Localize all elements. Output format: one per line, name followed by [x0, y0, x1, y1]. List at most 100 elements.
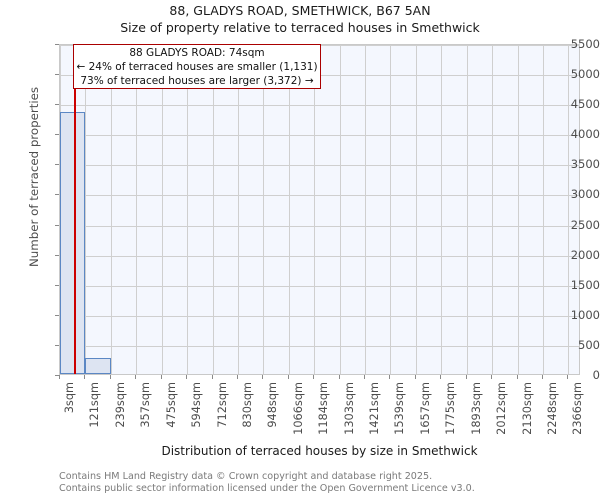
y-axis-tick-label: 2500	[570, 217, 600, 232]
x-axis-tick-mark	[440, 375, 441, 379]
footer-line-1: Contains HM Land Registry data © Crown c…	[59, 471, 433, 482]
y-axis-tick-mark	[55, 164, 59, 165]
x-axis-tick-mark	[542, 375, 543, 379]
x-axis-tick-mark	[212, 375, 213, 379]
x-axis-tick-mark	[237, 375, 238, 379]
annotation-line-3: 73% of terraced houses are larger (3,372…	[80, 75, 314, 87]
y-axis-tick-mark	[55, 194, 59, 195]
y-axis-tick-label: 2000	[570, 247, 600, 262]
gridline-horizontal	[60, 316, 579, 317]
y-axis-tick-label: 5000	[570, 67, 600, 82]
histogram-bar	[85, 357, 111, 374]
y-axis-tick-label: 5500	[570, 37, 600, 51]
x-axis-tick-label: 357sqm	[139, 382, 153, 428]
x-axis-tick-mark	[415, 375, 416, 379]
gridline-vertical	[263, 45, 264, 374]
y-axis-tick-mark	[55, 255, 59, 256]
x-axis-tick-mark	[288, 375, 289, 379]
y-axis-tick-label: 500	[578, 337, 600, 352]
gridline-vertical	[289, 45, 290, 374]
x-axis-tick-label: 830sqm	[240, 382, 254, 428]
footer-attribution: Contains HM Land Registry data © Crown c…	[59, 471, 599, 494]
x-axis-tick-mark	[135, 375, 136, 379]
x-axis-tick-label: 948sqm	[266, 382, 280, 428]
gridline-vertical	[238, 45, 239, 374]
gridline-horizontal	[60, 165, 579, 166]
x-axis-tick-mark	[84, 375, 85, 379]
gridline-horizontal	[60, 256, 579, 257]
gridline-horizontal	[60, 135, 579, 136]
annotation-line-2: ← 24% of terraced houses are smaller (1,…	[76, 61, 318, 73]
gridline-vertical	[518, 45, 519, 374]
x-axis-tick-label: 712sqm	[215, 382, 229, 428]
gridline-horizontal	[60, 286, 579, 287]
gridline-horizontal	[60, 346, 579, 347]
x-axis-tick-label: 2366sqm	[571, 382, 585, 435]
y-axis-tick-mark	[55, 315, 59, 316]
property-annotation-box: 88 GLADYS ROAD: 74sqm ← 24% of terraced …	[73, 44, 321, 89]
gridline-vertical	[441, 45, 442, 374]
x-axis-tick-label: 2012sqm	[495, 382, 509, 435]
y-axis-tick-label: 1500	[570, 277, 600, 292]
x-axis-tick-label: 1184sqm	[317, 382, 331, 435]
y-axis-title: Number of terraced properties	[27, 86, 41, 268]
gridline-vertical	[543, 45, 544, 374]
y-axis-tick-label: 3500	[570, 157, 600, 172]
gridline-vertical	[162, 45, 163, 374]
x-axis-tick-label: 1893sqm	[469, 382, 483, 435]
x-axis-tick-label: 2130sqm	[520, 382, 534, 435]
y-axis-tick-label: 4000	[570, 127, 600, 142]
gridline-vertical	[390, 45, 391, 374]
y-axis-tick-mark	[55, 375, 59, 376]
annotation-line-1: 88 GLADYS ROAD: 74sqm	[129, 47, 265, 59]
x-axis-tick-mark	[339, 375, 340, 379]
x-axis-tick-label: 1066sqm	[291, 382, 305, 435]
x-axis-tick-label: 475sqm	[164, 382, 178, 428]
gridline-horizontal	[60, 105, 579, 106]
x-axis-tick-label: 239sqm	[113, 382, 127, 428]
y-axis-tick-mark	[55, 134, 59, 135]
gridline-vertical	[314, 45, 315, 374]
x-axis-tick-label: 1421sqm	[368, 382, 382, 435]
x-axis-tick-mark	[110, 375, 111, 379]
gridline-vertical	[340, 45, 341, 374]
gridline-vertical	[568, 45, 569, 374]
gridline-vertical	[187, 45, 188, 374]
x-axis-tick-label: 1657sqm	[418, 382, 432, 435]
x-axis-tick-label: 121sqm	[88, 382, 102, 428]
x-axis-tick-label: 3sqm	[63, 382, 76, 414]
x-axis-tick-mark	[466, 375, 467, 379]
gridline-vertical	[492, 45, 493, 374]
x-axis-tick-label: 1775sqm	[444, 382, 458, 435]
x-axis-tick-label: 1539sqm	[393, 382, 407, 435]
y-axis-tick-label: 0	[592, 368, 600, 382]
y-axis-tick-label: 3000	[570, 187, 600, 202]
gridline-vertical	[365, 45, 366, 374]
gridline-vertical	[467, 45, 468, 374]
gridline-vertical	[111, 45, 112, 374]
gridline-vertical	[85, 45, 86, 374]
chart-title: 88, GLADYS ROAD, SMETHWICK, B67 5AN	[169, 3, 431, 18]
x-axis-tick-label: 1303sqm	[342, 382, 356, 435]
x-axis-tick-mark	[313, 375, 314, 379]
y-axis-tick-mark	[55, 104, 59, 105]
y-axis-tick-mark	[55, 74, 59, 75]
gridline-vertical	[136, 45, 137, 374]
x-axis-tick-mark	[262, 375, 263, 379]
y-axis-tick-label: 4500	[570, 97, 600, 112]
x-axis-tick-mark	[567, 375, 568, 379]
footer-line-2: Contains public sector information licen…	[59, 482, 475, 494]
x-axis-tick-mark	[161, 375, 162, 379]
gridline-vertical	[213, 45, 214, 374]
gridline-vertical	[416, 45, 417, 374]
y-axis-tick-label: 1000	[570, 307, 600, 322]
plot-area	[59, 44, 580, 375]
x-axis-tick-label: 594sqm	[190, 382, 204, 428]
x-axis-tick-mark	[364, 375, 365, 379]
x-axis-tick-mark	[59, 375, 60, 379]
x-axis-tick-mark	[186, 375, 187, 379]
chart-subtitle: Size of property relative to terraced ho…	[120, 20, 480, 35]
gridline-horizontal	[60, 226, 579, 227]
property-marker-line	[74, 45, 77, 374]
